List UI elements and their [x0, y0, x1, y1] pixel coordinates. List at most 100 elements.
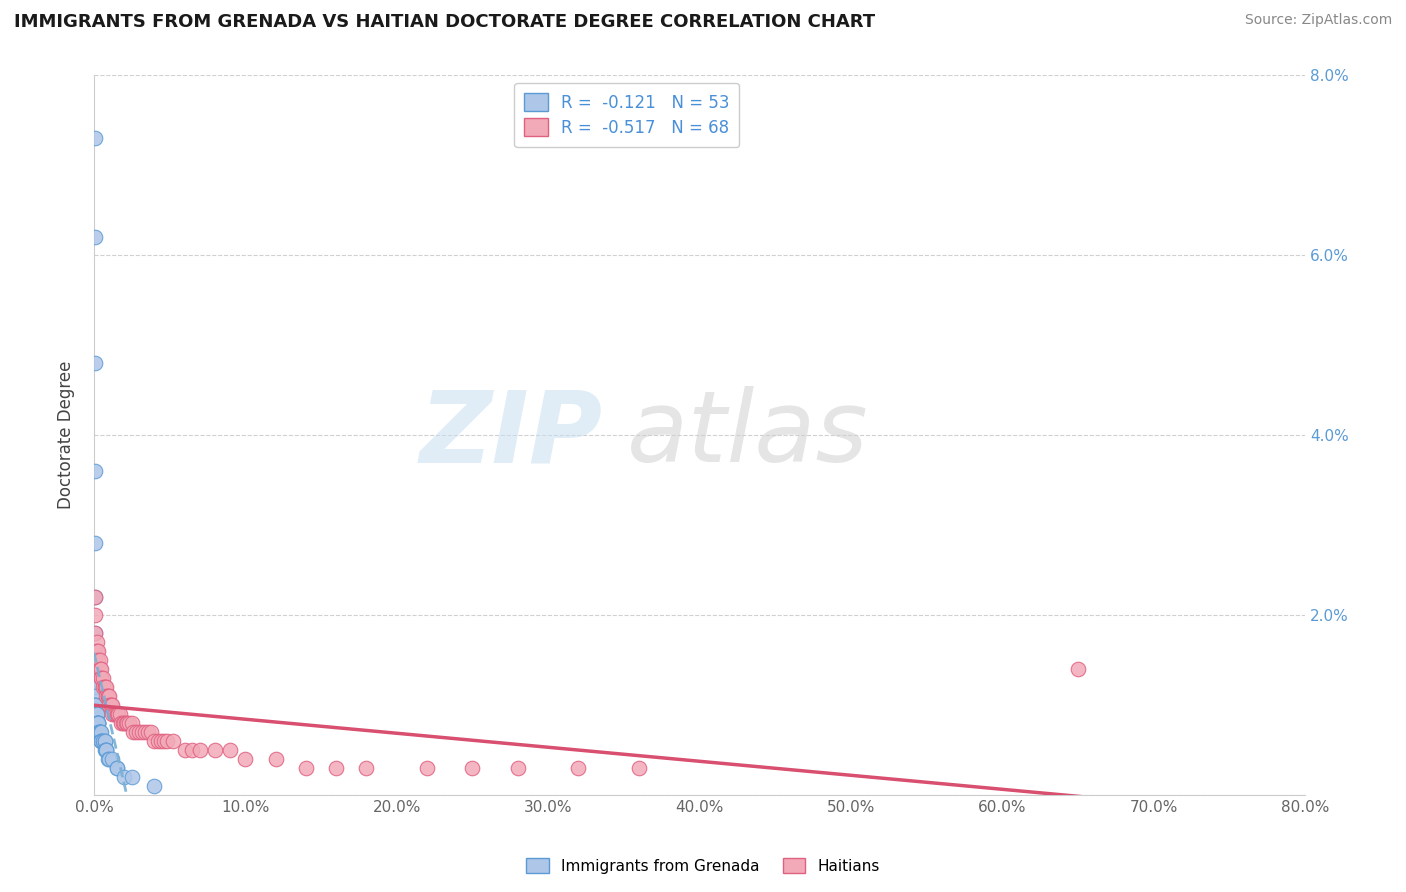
Point [155, 733, 177, 747]
Point [84, 698, 107, 712]
Point [87, 715, 110, 730]
Y-axis label: Doctorate Degree: Doctorate Degree [58, 360, 75, 508]
Point [90, 733, 112, 747]
Legend: Immigrants from Grenada, Haitians: Immigrants from Grenada, Haitians [520, 852, 886, 880]
Point [149, 733, 172, 747]
Point [103, 706, 125, 721]
Point [108, 706, 131, 721]
Point [86, 634, 108, 648]
Point [506, 761, 529, 775]
Point [98, 698, 121, 712]
Point [91, 733, 114, 747]
Point [91, 733, 114, 747]
Point [90, 671, 112, 685]
Point [87, 724, 110, 739]
Point [87, 643, 110, 657]
Point [84, 464, 107, 478]
Point [121, 715, 143, 730]
Point [87, 715, 110, 730]
Point [295, 761, 318, 775]
Point [84, 680, 107, 694]
Point [122, 724, 145, 739]
Text: atlas: atlas [627, 386, 869, 483]
Point [105, 761, 128, 775]
Point [90, 724, 112, 739]
Point [87, 653, 110, 667]
Point [84, 625, 107, 640]
Point [94, 689, 117, 703]
Point [101, 698, 124, 712]
Point [110, 715, 132, 730]
Point [89, 724, 111, 739]
Point [89, 724, 111, 739]
Point [94, 742, 117, 756]
Point [84, 680, 107, 694]
Point [93, 680, 115, 694]
Point [111, 715, 134, 730]
Point [101, 706, 124, 721]
Legend: R =  -0.121   N = 53, R =  -0.517   N = 68: R = -0.121 N = 53, R = -0.517 N = 68 [515, 83, 740, 147]
Point [131, 724, 153, 739]
Point [91, 671, 114, 685]
Point [84, 698, 107, 712]
Point [128, 724, 150, 739]
Point [115, 715, 138, 730]
Point [87, 715, 110, 730]
Point [138, 724, 160, 739]
Point [181, 742, 204, 756]
Point [84, 590, 107, 604]
Point [105, 706, 128, 721]
Point [121, 770, 143, 784]
Point [84, 535, 107, 549]
Point [233, 752, 256, 766]
Text: ZIP: ZIP [419, 386, 603, 483]
Text: IMMIGRANTS FROM GRENADA VS HAITIAN DOCTORATE DEGREE CORRELATION CHART: IMMIGRANTS FROM GRENADA VS HAITIAN DOCTO… [14, 13, 875, 31]
Point [105, 761, 128, 775]
Point [98, 752, 121, 766]
Point [93, 733, 115, 747]
Point [86, 706, 108, 721]
Point [93, 733, 115, 747]
Point [105, 706, 128, 721]
Point [87, 715, 110, 730]
Point [96, 752, 118, 766]
Point [96, 689, 118, 703]
Point [86, 706, 108, 721]
Point [104, 706, 127, 721]
Point [146, 733, 169, 747]
Point [84, 689, 107, 703]
Point [86, 706, 108, 721]
Point [89, 724, 111, 739]
Point [84, 625, 107, 640]
Point [90, 671, 112, 685]
Point [100, 698, 122, 712]
Point [100, 698, 122, 712]
Point [86, 715, 108, 730]
Point [162, 733, 184, 747]
Point [90, 733, 112, 747]
Point [86, 643, 108, 657]
Point [84, 229, 107, 244]
Point [90, 733, 112, 747]
Point [152, 733, 174, 747]
Point [98, 689, 121, 703]
Point [91, 680, 114, 694]
Point [93, 742, 115, 756]
Text: Source: ZipAtlas.com: Source: ZipAtlas.com [1244, 13, 1392, 28]
Point [114, 715, 136, 730]
Point [94, 742, 117, 756]
Point [188, 742, 211, 756]
Point [112, 715, 135, 730]
Point [93, 680, 115, 694]
Point [118, 715, 141, 730]
Point [356, 761, 378, 775]
Point [112, 770, 135, 784]
Point [219, 742, 242, 756]
Point [89, 662, 111, 676]
Point [264, 752, 287, 766]
Point [134, 724, 156, 739]
Point [84, 671, 107, 685]
Point [96, 689, 118, 703]
Point [567, 761, 589, 775]
Point [101, 752, 124, 766]
